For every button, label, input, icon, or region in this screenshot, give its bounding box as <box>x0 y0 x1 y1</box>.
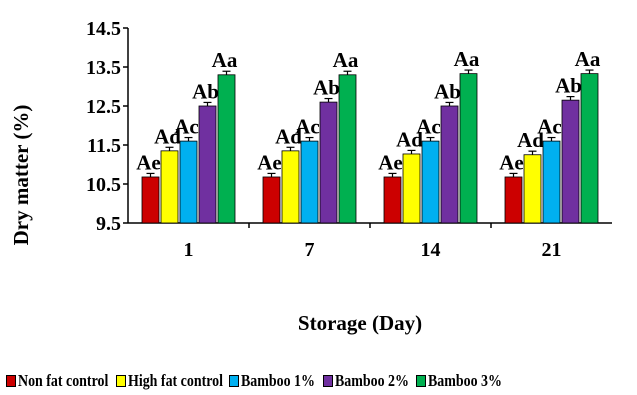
bar <box>402 153 421 224</box>
bar <box>561 99 580 224</box>
legend-label: Non fat control <box>18 371 109 390</box>
y-tick-label: 10.5 <box>86 174 121 196</box>
bar-label: Ac <box>537 115 562 139</box>
bar <box>459 73 478 224</box>
bar-label: Ab <box>434 79 461 103</box>
bar <box>523 154 542 224</box>
bar <box>319 101 338 224</box>
legend-label: Bamboo 1% <box>241 371 316 390</box>
bar-label: Ad <box>154 124 181 148</box>
legend-swatch <box>6 375 16 387</box>
bar-label: Ac <box>416 115 441 139</box>
bar <box>281 150 300 224</box>
bar-label: Ab <box>192 79 219 103</box>
bar <box>198 105 217 224</box>
bar-label: Ac <box>295 115 320 139</box>
bar <box>262 176 281 224</box>
bar <box>338 74 357 224</box>
bar-label: Ad <box>396 127 423 151</box>
plot-area: 9.510.511.512.513.514.51AeAdAcAbAa7AeAdA… <box>86 18 612 261</box>
legend: Non fat control High fat control Bamboo 1%… <box>0 368 637 394</box>
bar <box>141 176 160 224</box>
legend-swatch <box>322 375 333 387</box>
legend-label: Bamboo 3% <box>427 371 502 390</box>
bar <box>580 73 599 224</box>
bar-label: Aa <box>212 48 238 72</box>
bar-label: Aa <box>333 48 359 72</box>
x-tick-label: 7 <box>305 239 315 261</box>
legend-swatch <box>115 375 126 387</box>
legend-label: Bamboo 2% <box>334 371 409 390</box>
legend-item: Bamboo 3% <box>415 371 502 391</box>
y-tick-label: 13.5 <box>86 57 121 79</box>
legend-item: Non fat control <box>6 371 109 391</box>
bar-label: Ae <box>257 150 282 174</box>
x-tick-label: 1 <box>184 239 194 261</box>
bar <box>383 176 402 224</box>
x-tick-label: 21 <box>542 239 562 261</box>
bar-label: Ad <box>517 128 544 152</box>
bar-label: Ab <box>313 76 340 100</box>
legend-swatch <box>415 375 426 387</box>
bar-label: Ab <box>555 74 582 98</box>
x-axis-title: Storage (Day) <box>298 311 422 335</box>
bar <box>217 74 236 224</box>
legend-item: Bamboo 1% <box>229 371 315 391</box>
bar <box>179 140 198 224</box>
bar-label: Ad <box>275 124 302 148</box>
y-tick-label: 11.5 <box>87 135 121 157</box>
bar <box>504 176 523 224</box>
bar <box>440 105 459 224</box>
bar <box>160 150 179 224</box>
x-tick-label: 14 <box>421 239 441 261</box>
bar-label: Aa <box>454 47 480 71</box>
y-tick-label: 9.5 <box>96 213 121 235</box>
y-tick-label: 14.5 <box>86 18 121 40</box>
dry-matter-bar-chart: Dry matter (%) Storage (Day) 9.5 10.5 11.5… <box>9 18 612 335</box>
bar-label: Aa <box>575 47 601 71</box>
legend-item: Bamboo 2% <box>322 371 409 391</box>
bar-label: Ac <box>174 115 199 139</box>
legend-item: High fat control <box>115 371 223 391</box>
bar-label: Ae <box>136 150 161 174</box>
bar-label: Ae <box>378 150 403 174</box>
legend-swatch <box>229 375 240 387</box>
bar <box>542 140 561 224</box>
bar <box>300 140 319 224</box>
bar <box>421 140 440 224</box>
y-axis-title: Dry matter (%) <box>9 105 33 246</box>
legend-label: High fat control <box>127 371 223 390</box>
bar-label: Ae <box>499 150 524 174</box>
y-tick-label: 12.5 <box>86 96 121 118</box>
